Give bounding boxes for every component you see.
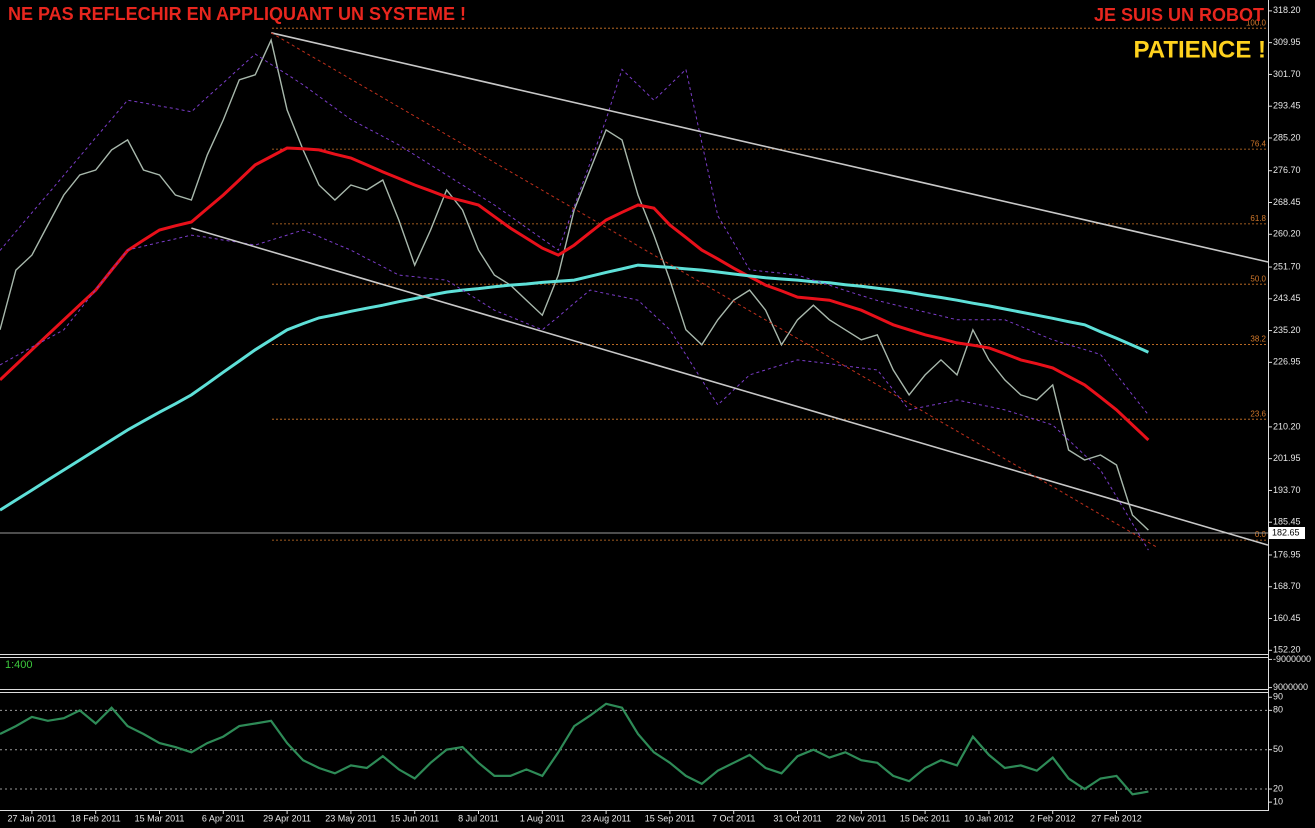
x-tick-label: 18 Feb 2011	[71, 813, 121, 823]
fib-label: 100.0	[1246, 18, 1267, 27]
fib-label: 23.6	[1250, 409, 1266, 418]
fib-label: 0.0	[1255, 530, 1267, 539]
y-tick-label: 235.20	[1273, 325, 1301, 335]
x-tick-label: 8 Jul 2011	[458, 813, 499, 823]
y-tick-label: 285.20	[1273, 132, 1301, 142]
last-price-label: 182.65	[1272, 527, 1300, 537]
y-tick-label: 176.95	[1273, 549, 1301, 559]
y-tick-label: 185.45	[1273, 517, 1301, 527]
y-tick-label: 251.70	[1273, 261, 1301, 271]
series-line	[0, 53, 1149, 416]
x-tick-label: 15 Mar 2011	[135, 813, 185, 823]
fib-label: 50.0	[1250, 274, 1266, 283]
y-tick-label: 309.95	[1273, 37, 1301, 47]
x-tick-label: 2 Feb 2012	[1030, 813, 1076, 823]
y-tick-label: 301.70	[1273, 69, 1301, 79]
x-tick-label: 15 Jun 2011	[390, 813, 439, 823]
x-tick-label: 22 Nov 2011	[836, 813, 886, 823]
y-tick-label: 260.20	[1273, 229, 1301, 239]
y-tick-label: 90	[1273, 692, 1283, 702]
y-tick-label: 152.20	[1273, 645, 1301, 655]
y-tick-label: 50	[1273, 744, 1283, 754]
series-line	[0, 37, 1149, 531]
indicator-label: 1:400	[5, 659, 33, 671]
x-tick-label: 15 Sep 2011	[645, 813, 695, 823]
fib-label: 38.2	[1250, 335, 1266, 344]
y-tick-label: 168.70	[1273, 581, 1301, 591]
x-tick-label: 23 May 2011	[325, 813, 376, 823]
y-tick-label: 210.20	[1273, 421, 1301, 431]
x-tick-label: 23 Aug 2011	[581, 813, 631, 823]
series-line	[0, 146, 1150, 442]
x-tick-label: 15 Dec 2011	[900, 813, 950, 823]
x-tick-label: 10 Jan 2012	[964, 813, 1014, 823]
y-tick-label: 293.45	[1273, 101, 1301, 111]
x-tick-label: 27 Feb 2012	[1091, 813, 1142, 823]
annotation: NE PAS REFLECHIR EN APPLIQUANT UN SYSTEM…	[8, 4, 466, 24]
fib-label: 76.4	[1250, 139, 1266, 148]
x-tick-label: 29 Apr 2011	[263, 813, 311, 823]
y-tick-label: 318.20	[1273, 5, 1301, 15]
y-tick-label: 9000000	[1273, 682, 1308, 692]
y-tick-label: 276.70	[1273, 165, 1301, 175]
annotation: JE SUIS UN ROBOT	[1094, 5, 1264, 25]
y-tick-label: 160.45	[1273, 613, 1301, 623]
last-price-box	[1269, 527, 1305, 540]
y-tick-label: 243.45	[1273, 293, 1301, 303]
trendline	[191, 227, 1269, 546]
y-tick-label: 226.95	[1273, 357, 1301, 367]
y-tick-label: 20	[1273, 783, 1283, 793]
y-tick-label: 80	[1273, 705, 1283, 715]
x-tick-label: 6 Apr 2011	[202, 813, 245, 823]
y-tick-label: -9000000	[1273, 654, 1311, 664]
series-line	[0, 263, 1150, 512]
fib-label: 61.8	[1250, 214, 1266, 223]
y-tick-label: 193.70	[1273, 485, 1301, 495]
y-tick-label: 268.45	[1273, 197, 1301, 207]
x-tick-label: 1 Aug 2011	[520, 813, 565, 823]
trendline	[270, 32, 1159, 549]
x-tick-label: 27 Jan 2011	[7, 813, 56, 823]
x-tick-label: 7 Oct 2011	[712, 813, 755, 823]
y-tick-label: 201.95	[1273, 453, 1301, 463]
x-tick-label: 31 Oct 2011	[773, 813, 821, 823]
annotation: PATIENCE !	[1134, 36, 1266, 63]
series-line	[0, 702, 1149, 796]
y-tick-label: 10	[1273, 797, 1283, 807]
series-line	[0, 229, 1149, 551]
trendline	[270, 32, 1269, 263]
